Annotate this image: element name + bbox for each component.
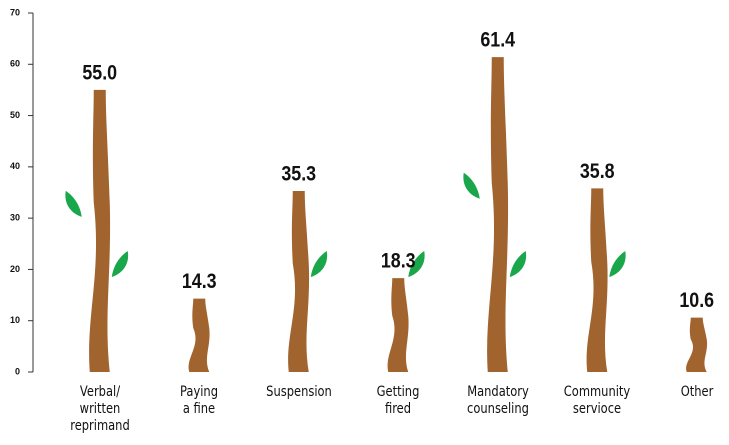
branch (686, 318, 707, 372)
y-tick-label: 70 (10, 7, 20, 17)
x-tick-label: Mandatory counseling (458, 384, 537, 418)
branch (288, 191, 309, 372)
value-label: 55.0 (82, 61, 117, 85)
branch (388, 278, 409, 372)
value-label: 61.4 (480, 28, 515, 52)
leaf (112, 251, 128, 277)
x-tick-label: Verbal/ written reprimand (60, 384, 139, 435)
y-tick-label: 10 (10, 315, 20, 325)
x-tick-label: Paying a fine (160, 384, 239, 418)
x-tick-label: Suspension (259, 384, 338, 401)
chart: 0 10 20 30 40 50 60 70 55.0 14.3 35.3 18.3 61.4 35.8 1… (0, 0, 729, 445)
y-tick-label: 50 (10, 110, 20, 120)
x-tick-label: Other (657, 384, 729, 401)
x-tick-label: Getting fired (359, 384, 438, 418)
leaf (463, 173, 479, 199)
y-tick-label: 60 (10, 59, 20, 69)
branch (587, 188, 608, 372)
x-tick-label: Community servioce (558, 384, 637, 418)
value-label: 10.6 (679, 289, 714, 313)
value-label: 18.3 (381, 249, 416, 273)
y-tick-label: 40 (10, 161, 20, 171)
branch (89, 90, 110, 372)
y-tick-label: 20 (10, 264, 20, 274)
leaf (65, 191, 81, 217)
y-tick-label: 0 (15, 366, 20, 376)
value-label: 14.3 (182, 270, 217, 294)
leaf (510, 251, 526, 277)
branch (487, 57, 508, 372)
leaf (609, 251, 625, 277)
value-label: 35.3 (281, 162, 316, 186)
leaf (311, 251, 327, 277)
value-label: 35.8 (580, 160, 615, 184)
y-tick-label: 30 (10, 213, 20, 223)
branch (189, 299, 210, 372)
chart-svg: 0 10 20 30 40 50 60 70 55.0 14.3 35.3 18.3 61.4 35.8 1… (0, 0, 729, 445)
